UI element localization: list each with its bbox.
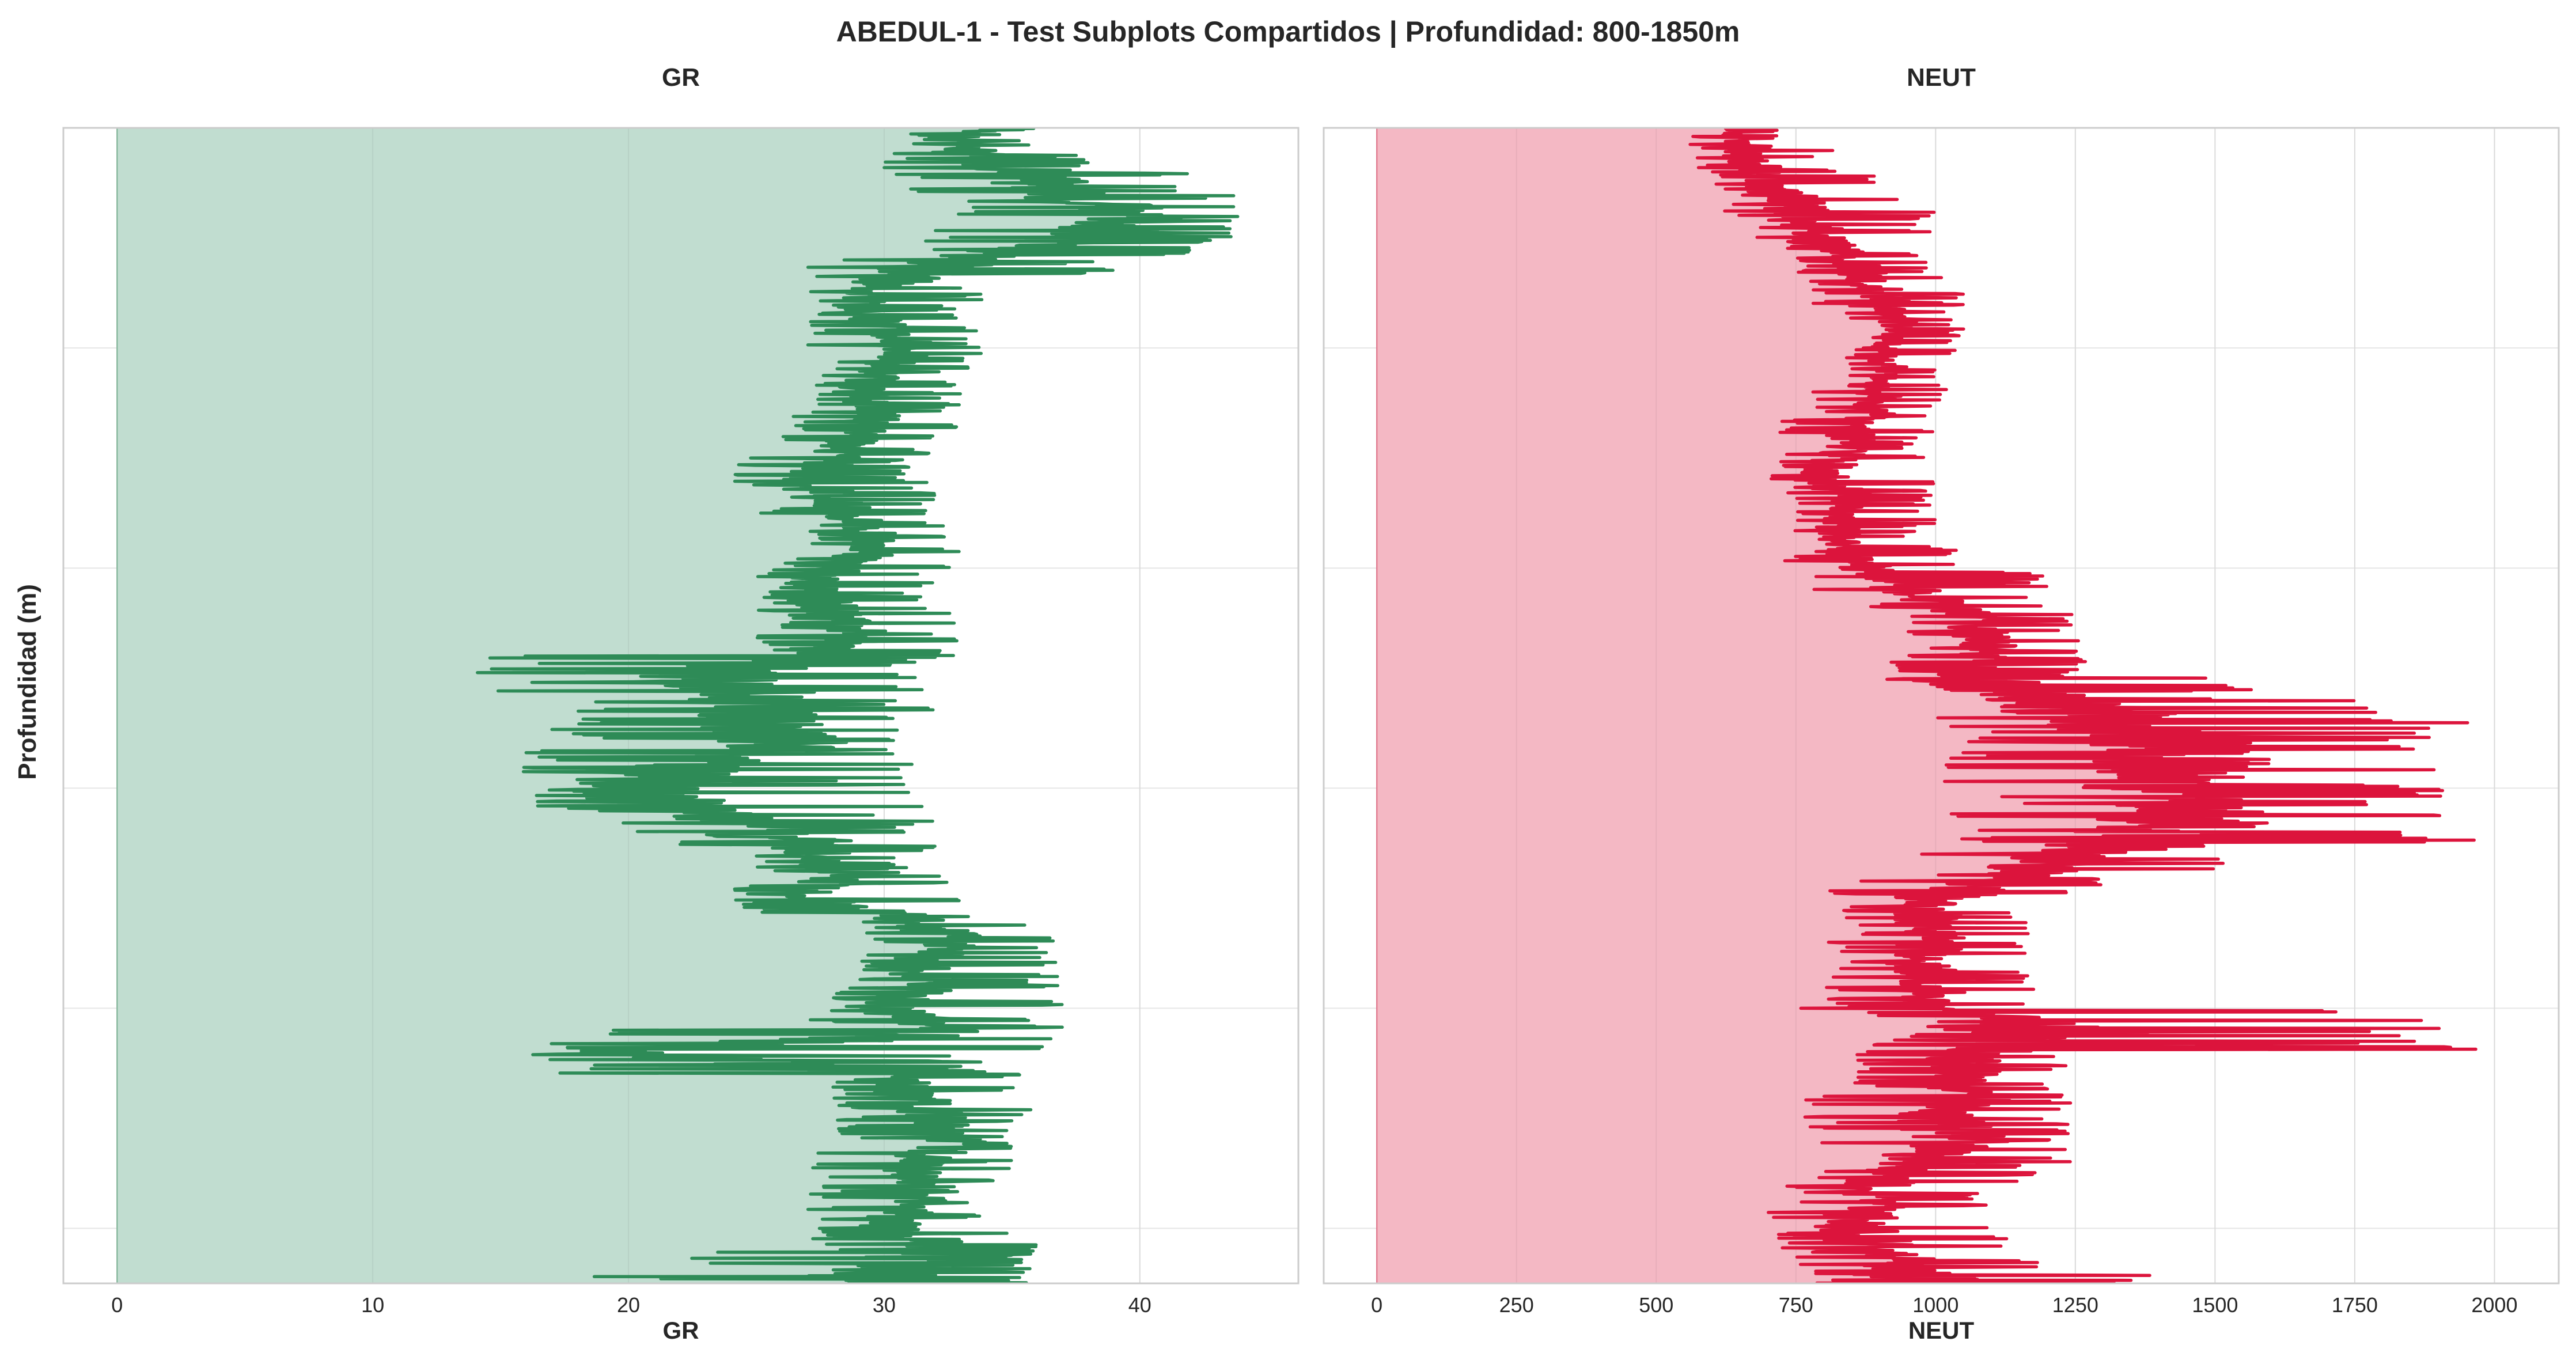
gr-x-tick-label-0: 0	[111, 1293, 123, 1317]
gr-panel: 0 10 20 30 40	[62, 127, 1300, 1317]
gr-panel-title: GR	[662, 63, 700, 92]
neut-x-tick-label-8: 2000	[2471, 1293, 2517, 1317]
gr-x-tick-label-2: 20	[617, 1293, 640, 1317]
neut-series-line	[1688, 128, 2477, 1283]
gr-x-axis-label: GR	[662, 1317, 699, 1344]
figure-title: ABEDUL-1 - Test Subplots Compartidos | P…	[836, 16, 1740, 48]
gr-area-fill	[117, 128, 1238, 1283]
neut-x-tick-label-3: 750	[1779, 1293, 1813, 1317]
neut-x-tick-label-1: 250	[1499, 1293, 1534, 1317]
neut-panel: 0 250 500 750 1000 1250 1500 1750 2000	[1323, 127, 2560, 1317]
neut-x-tick-label-2: 500	[1639, 1293, 1673, 1317]
neut-x-tick-label-4: 1000	[1912, 1293, 1958, 1317]
neut-x-tick-label-0: 0	[1371, 1293, 1382, 1317]
neut-area-fill	[1377, 128, 2476, 1283]
neut-plot-frame	[1323, 127, 2560, 1285]
neut-x-tick-label-7: 1750	[2332, 1293, 2378, 1317]
neut-x-tick-label-5: 1250	[2052, 1293, 2098, 1317]
neut-x-tick-label-6: 1500	[2192, 1293, 2238, 1317]
gr-x-tick-label-1: 10	[361, 1293, 384, 1317]
gr-plot-frame	[62, 127, 1300, 1285]
neut-x-axis-label: NEUT	[1908, 1317, 1975, 1344]
gr-x-tick-label-3: 30	[873, 1293, 896, 1317]
gr-x-tick-label-4: 40	[1128, 1293, 1151, 1317]
gr-series-line	[476, 128, 1240, 1283]
neut-panel-title: NEUT	[1907, 63, 1976, 92]
